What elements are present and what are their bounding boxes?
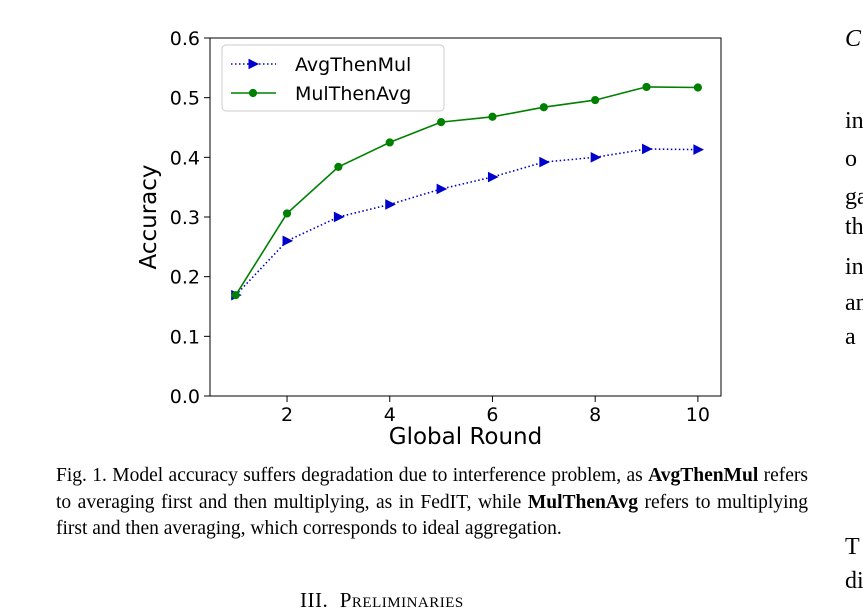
x-tick-label: 4 xyxy=(384,404,396,426)
legend-label-avgthenmul: AvgThenMul xyxy=(295,54,411,76)
right-column-line: o xyxy=(845,146,857,172)
caption-term-multhenavg: MulThenAvg xyxy=(527,491,638,513)
caption-term-avgthenmul: AvgThenMul xyxy=(648,465,759,486)
caption-prefix: Fig. 1. Model accuracy suffers degradati… xyxy=(56,465,649,486)
right-column-line: an xyxy=(845,290,863,316)
caption-mid-2: refers to multiplying first and then ave… xyxy=(56,491,808,540)
legend: AvgThenMul MulThenAvg xyxy=(221,44,445,112)
data-point-multhenavg xyxy=(591,95,600,105)
y-tick-label: 0.6 xyxy=(170,28,200,50)
series-line-avgthenmul xyxy=(235,148,698,296)
y-axis-label: Accuracy xyxy=(136,164,162,269)
data-point-multhenavg xyxy=(231,291,240,300)
x-tick-label: 2 xyxy=(281,404,293,426)
data-point-avgthenmul xyxy=(693,144,705,155)
series-layer xyxy=(231,82,705,301)
legend-marker-multhenavg xyxy=(248,88,258,98)
y-tick-label: 0.2 xyxy=(170,267,200,289)
data-point-avgthenmul xyxy=(590,152,602,163)
section-title: Preliminaries xyxy=(339,588,464,612)
data-point-multhenavg xyxy=(539,103,548,112)
data-point-multhenavg xyxy=(437,118,446,127)
y-tick-label: 0.1 xyxy=(170,326,200,348)
y-axis-ticks: 0.0 0.1 0.2 0.3 0.4 0.5 0.6 xyxy=(170,28,210,408)
data-point-multhenavg xyxy=(488,112,497,121)
data-point-multhenavg xyxy=(334,162,343,171)
data-point-avgthenmul xyxy=(642,143,653,155)
x-tick-label: 10 xyxy=(686,404,710,426)
legend-box xyxy=(221,44,445,112)
caption-mid-1: refers to averaging first and then multi… xyxy=(56,465,808,513)
data-point-avgthenmul xyxy=(282,235,294,247)
data-point-multhenavg xyxy=(282,209,292,218)
data-point-avgthenmul xyxy=(333,211,345,223)
right-column-line: ga xyxy=(845,184,863,210)
accuracy-line-chart: 0.0 0.1 0.2 0.3 0.4 0.5 0.6 2 4 6 8 10 AvgThenMul M… xyxy=(136,28,722,450)
plot-frame xyxy=(209,37,722,397)
x-axis-ticks: 2 4 6 8 10 xyxy=(281,396,710,426)
right-column-line: C xyxy=(845,26,862,52)
data-point-multhenavg xyxy=(693,83,702,92)
x-tick-label: 6 xyxy=(486,404,498,426)
right-column-line: in xyxy=(845,254,863,280)
y-tick-label: 0.4 xyxy=(170,147,200,169)
right-column-line: th xyxy=(845,214,863,240)
data-point-avgthenmul xyxy=(385,199,396,210)
x-axis-label: Global Round xyxy=(389,424,542,450)
right-column-line: a xyxy=(845,324,856,350)
data-point-multhenavg xyxy=(385,138,394,147)
data-point-avgthenmul xyxy=(539,156,550,168)
legend-marker-avgthenmul xyxy=(248,58,260,70)
series-line-multhenavg xyxy=(235,86,698,296)
y-tick-label: 0.0 xyxy=(170,386,200,408)
series-multhenavg xyxy=(231,82,702,300)
right-column-line: T xyxy=(845,534,860,560)
data-point-avgthenmul xyxy=(487,171,499,183)
right-column-line: di xyxy=(845,568,863,594)
right-column-line: in xyxy=(845,108,863,134)
y-tick-label: 0.5 xyxy=(170,88,200,110)
data-point-avgthenmul xyxy=(436,183,448,195)
x-tick-label: 8 xyxy=(589,404,601,426)
legend-label-multhenavg: MulThenAvg xyxy=(295,83,411,105)
series-avgthenmul xyxy=(231,143,705,301)
section-number: III. xyxy=(300,588,329,612)
figure-caption: Fig. 1. Model accuracy suffers degradati… xyxy=(56,463,808,543)
data-point-multhenavg xyxy=(642,82,651,92)
y-tick-label: 0.3 xyxy=(170,207,200,229)
